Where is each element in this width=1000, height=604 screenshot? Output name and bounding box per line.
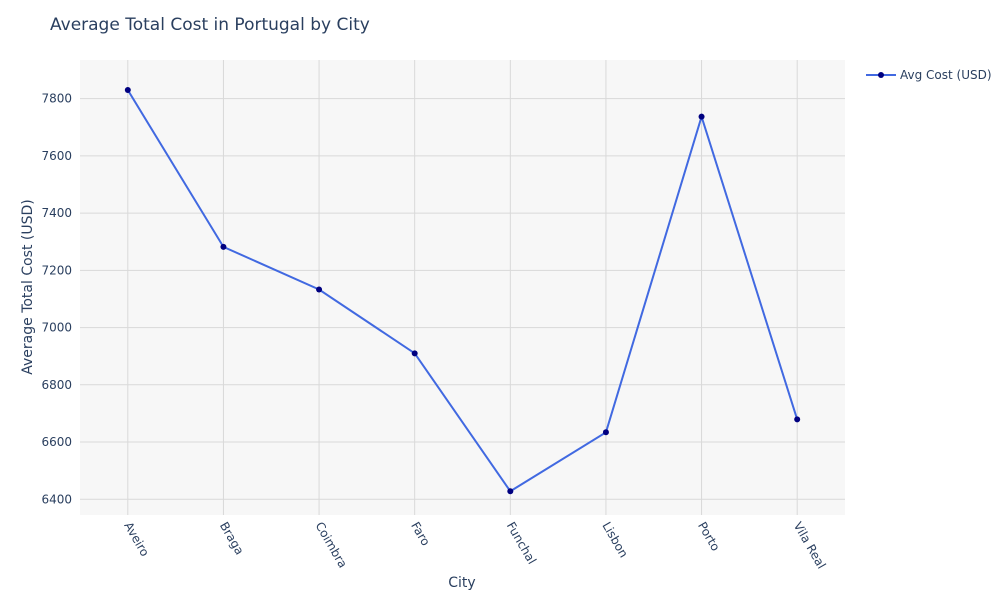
y-tick-label: 7400 [41, 206, 72, 220]
legend-label: Avg Cost (USD) [900, 68, 992, 82]
x-axis-label: City [448, 575, 475, 591]
data-point-lisbon[interactable] [602, 429, 609, 436]
series-layer [124, 87, 801, 495]
x-axis-ticks: Aveiro Braga Coimbra Faro Funchal Lisbon Porto… [121, 520, 828, 572]
x-tick-label: Vila Real [791, 520, 829, 572]
legend[interactable]: Avg Cost (USD) [866, 68, 992, 82]
data-point-vila-real[interactable] [794, 416, 801, 423]
y-tick-label: 6400 [41, 492, 72, 506]
data-point-braga[interactable] [220, 243, 227, 250]
y-tick-label: 7800 [41, 92, 72, 106]
y-axis-label: Average Total Cost (USD) [20, 199, 36, 375]
data-point-funchal[interactable] [507, 488, 514, 495]
series-line [126, 89, 799, 493]
data-point-coimbra[interactable] [316, 286, 323, 293]
plot-area [80, 60, 845, 515]
data-point-aveiro[interactable] [124, 87, 131, 94]
x-tick-label: Coimbra [312, 520, 349, 571]
x-tick-label: Aveiro [121, 520, 152, 559]
x-tick-label: Braga [217, 520, 247, 558]
y-tick-label: 6600 [41, 435, 72, 449]
data-point-porto[interactable] [698, 113, 705, 120]
chart-title: Average Total Cost in Portugal by City [50, 15, 370, 35]
y-tick-label: 7000 [41, 321, 72, 335]
x-tick-label: Porto [695, 520, 723, 554]
x-tick-label: Faro [408, 520, 433, 549]
x-tick-label: Lisbon [599, 520, 631, 561]
y-axis-ticks: 6400 6600 6800 7000 7200 7400 7600 7800 [41, 92, 72, 507]
grid-lines [80, 60, 845, 515]
y-tick-label: 7600 [41, 149, 72, 163]
legend-marker-swatch [878, 72, 884, 78]
x-tick-label: Funchal [504, 520, 539, 567]
y-tick-label: 7200 [41, 263, 72, 277]
data-point-faro[interactable] [411, 350, 418, 357]
y-tick-label: 6800 [41, 378, 72, 392]
